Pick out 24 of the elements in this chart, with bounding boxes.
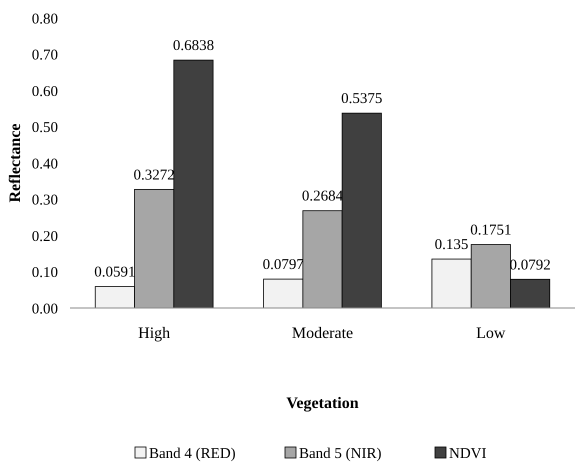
legend-label: NDVI [449,446,486,462]
y-tick-label: 0.00 [32,301,58,318]
y-tick-label: 0.20 [32,228,58,245]
data-label: 0.3272 [134,167,175,184]
legend-label: Band 4 (RED) [149,446,236,462]
x-axis-title: Vegetation [286,395,359,412]
y-tick-label: 0.60 [32,84,58,100]
x-tick-label: Moderate [292,325,354,342]
y-tick-label: 0.80 [32,11,58,28]
legend-label: Band 5 (NIR) [299,446,382,462]
x-tick-label: High [138,325,170,342]
y-tick-label: 0.50 [32,120,58,136]
y-tick-label: 0.10 [32,265,58,281]
data-label: 0.1751 [470,222,512,239]
data-label: 0.2684 [302,188,344,205]
y-axis-title: Reflectance [7,123,24,203]
data-label: 0.135 [434,237,468,254]
data-label: 0.5375 [341,91,382,108]
x-tick-label: Low [476,325,506,342]
data-label: 0.0797 [262,257,304,274]
y-tick-label: 0.40 [32,156,58,172]
y-tick-label: 0.30 [32,192,58,208]
y-tick-label: 0.70 [32,48,58,64]
data-label: 0.6838 [172,38,214,54]
